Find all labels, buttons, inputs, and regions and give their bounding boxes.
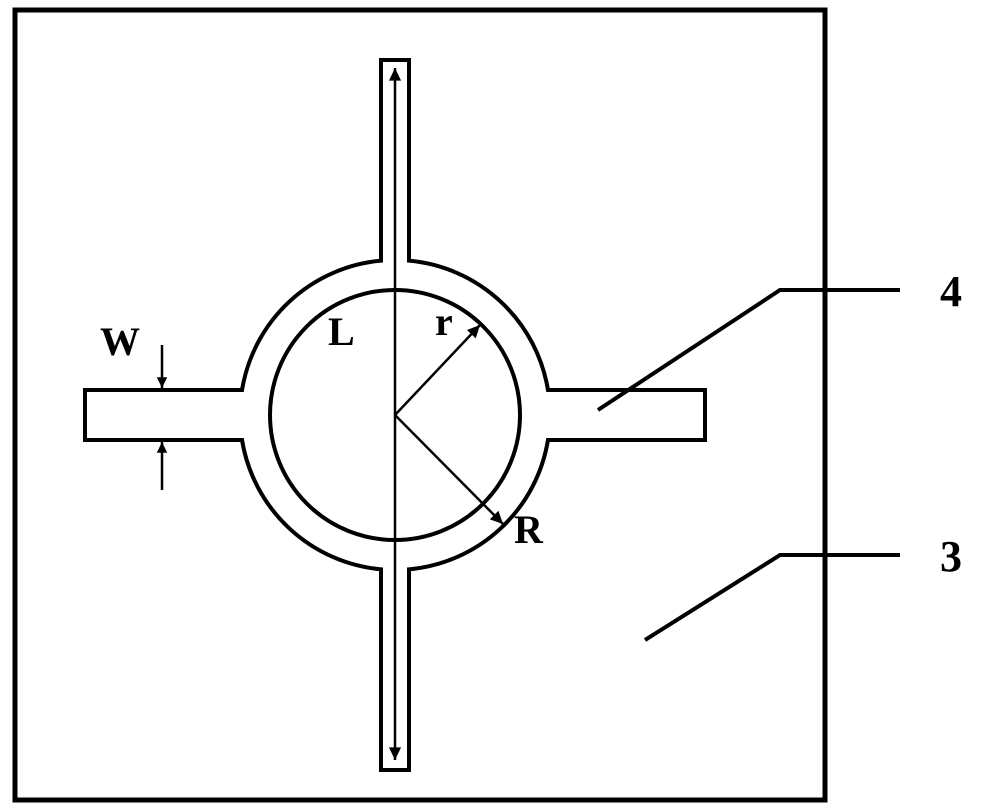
callout-4: 4: [940, 266, 962, 317]
schematic-svg: [0, 0, 1000, 809]
label-R: R: [514, 506, 543, 553]
label-W: W: [100, 318, 140, 365]
label-L: L: [328, 308, 355, 355]
label-r: r: [435, 298, 453, 345]
callout-3: 3: [940, 531, 962, 582]
diagram-canvas: L r R W 4 3: [0, 0, 1000, 809]
